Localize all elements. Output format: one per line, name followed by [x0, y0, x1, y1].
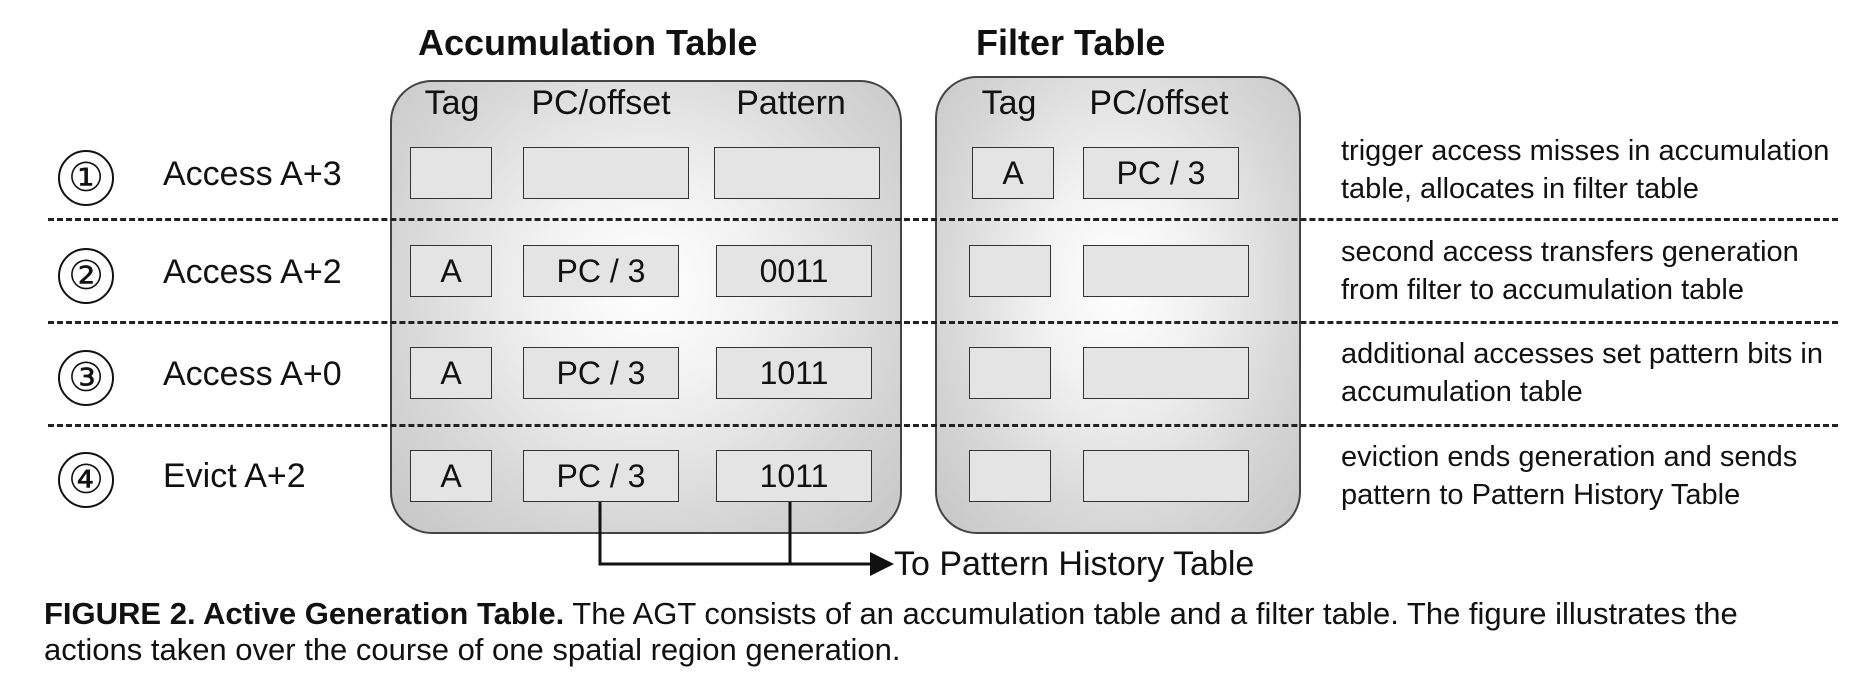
accumulation-pattern-cell: 0011 [716, 245, 872, 297]
step-description: second access transfers generation from … [1341, 236, 1799, 306]
filter-pc-cell [1083, 347, 1249, 399]
accumulation-tag-cell: A [410, 245, 492, 297]
accumulation-pattern-cell: 1011 [716, 347, 872, 399]
filter-tag-cell [969, 450, 1051, 502]
pattern-history-table-label: To Pattern History Table [894, 545, 1255, 583]
caption-heading: FIGURE 2. Active Generation Table. [44, 596, 565, 631]
figure-caption: FIGURE 2. Active Generation Table. The A… [44, 596, 1824, 668]
accumulation-pattern-cell [714, 147, 880, 199]
accumulation-pc-cell: PC / 3 [523, 450, 679, 502]
step-label: Access A+0 [163, 355, 342, 393]
step-description: trigger access misses in accumulation ta… [1341, 135, 1830, 205]
accumulation-col-pattern: Pattern [736, 84, 846, 122]
arrow-head-icon [870, 552, 894, 576]
accumulation-pattern-cell: 1011 [716, 450, 872, 502]
accumulation-col-pc-offset: PC/offset [531, 84, 671, 122]
filter-pc-cell [1083, 245, 1249, 297]
filter-tag-cell [969, 245, 1051, 297]
step-label: Evict A+2 [163, 457, 306, 495]
row-divider [48, 424, 1838, 427]
filter-pc-cell [1083, 450, 1249, 502]
accumulation-pc-cell: PC / 3 [523, 245, 679, 297]
accumulation-pc-cell [523, 147, 689, 199]
filter-table-title: Filter Table [976, 22, 1166, 63]
accumulation-table-title: Accumulation Table [418, 22, 758, 63]
step-label: Access A+3 [163, 155, 342, 193]
step-label: Access A+2 [163, 253, 342, 291]
step-number: ④ [58, 452, 114, 508]
filter-tag-cell: A [972, 147, 1054, 199]
accumulation-tag-cell: A [410, 347, 492, 399]
accumulation-tag-cell [410, 147, 492, 199]
filter-tag-cell [969, 347, 1051, 399]
accumulation-pc-cell: PC / 3 [523, 347, 679, 399]
step-number: ② [58, 248, 114, 304]
row-divider [48, 218, 1838, 221]
row-divider [48, 321, 1838, 324]
filter-pc-cell: PC / 3 [1083, 147, 1239, 199]
filter-col-pc-offset: PC/offset [1089, 84, 1229, 122]
filter-col-tag: Tag [981, 84, 1037, 122]
step-number: ③ [58, 350, 114, 406]
caption-text: The AGT consists of an accumulation tabl… [44, 596, 1738, 667]
step-description: eviction ends generation and sends patte… [1341, 441, 1798, 511]
accumulation-tag-cell: A [410, 450, 492, 502]
accumulation-col-tag: Tag [424, 84, 480, 122]
step-description: additional accesses set pattern bits in … [1341, 338, 1823, 408]
step-number: ① [58, 150, 114, 206]
